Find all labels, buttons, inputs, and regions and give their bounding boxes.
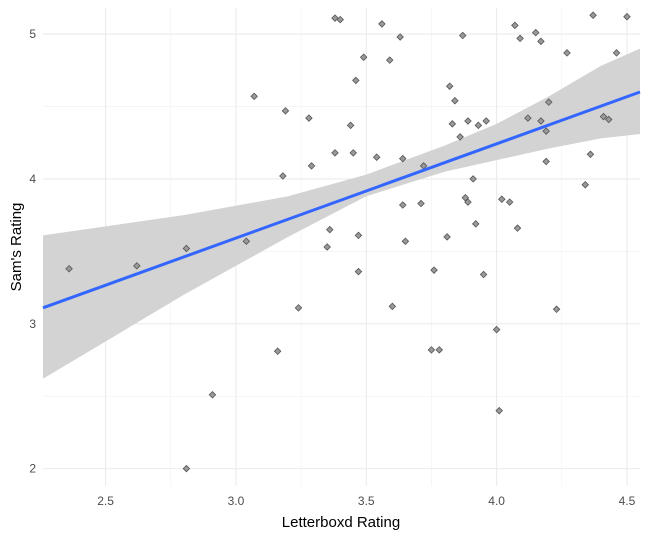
data-point [385, 56, 394, 64]
y-tick-label: 4 [29, 172, 36, 186]
data-point [586, 150, 595, 159]
x-tick-label: 2.5 [97, 494, 114, 508]
data-point [323, 243, 331, 251]
data-point [336, 15, 344, 24]
y-tick-label: 3 [29, 317, 36, 331]
data-point [354, 267, 363, 276]
data-point [623, 12, 631, 21]
data-point [505, 198, 514, 206]
data-point [581, 180, 590, 189]
data-point [352, 76, 360, 85]
data-point [474, 121, 483, 130]
confidence-band [43, 48, 640, 379]
data-point [331, 14, 339, 22]
data-point [612, 49, 621, 57]
data-point [378, 20, 386, 28]
data-point [456, 133, 464, 141]
data-point [331, 149, 339, 157]
y-axis-title: Sam's Rating [8, 203, 25, 292]
data-point [388, 302, 397, 311]
x-axis-title: Letterboxd Rating [282, 514, 400, 531]
data-point [281, 107, 290, 115]
data-point [451, 96, 459, 105]
data-point [537, 37, 545, 46]
data-point [542, 127, 550, 135]
data-point [65, 264, 73, 273]
trend-line [42, 90, 641, 310]
data-point [498, 195, 506, 203]
x-tick-label: 3.0 [228, 494, 245, 508]
data-point [305, 114, 313, 122]
data-point [479, 270, 488, 279]
data-point [524, 114, 532, 122]
data-point [511, 21, 519, 30]
data-point [604, 115, 613, 124]
data-point [443, 233, 451, 241]
data-point [273, 347, 282, 356]
data-point [552, 305, 561, 314]
data-point [563, 49, 571, 57]
data-points [65, 11, 631, 473]
x-tick-label: 4.0 [488, 494, 505, 508]
data-point [307, 162, 316, 170]
data-point [133, 262, 141, 270]
data-point [349, 149, 357, 157]
data-point [326, 225, 334, 234]
y-tick-label: 2 [29, 462, 36, 476]
data-point [435, 346, 444, 354]
data-point [430, 266, 438, 274]
data-point [448, 120, 457, 128]
major-grid [43, 8, 640, 486]
data-point [427, 346, 436, 354]
y-tick-label: 5 [29, 27, 36, 41]
data-point [471, 220, 480, 228]
data-point [513, 224, 522, 232]
data-point [417, 199, 425, 208]
data-point [458, 31, 467, 40]
data-point [492, 325, 501, 334]
data-point [544, 98, 553, 106]
data-point [482, 117, 490, 125]
data-point [531, 28, 540, 37]
data-point [182, 464, 191, 473]
data-point [279, 172, 287, 180]
data-point [396, 33, 404, 41]
data-point [495, 406, 503, 415]
data-point [398, 201, 407, 209]
data-point [208, 390, 217, 399]
data-point [589, 11, 597, 20]
data-point [599, 112, 608, 121]
data-point [401, 237, 410, 245]
data-point [445, 82, 454, 90]
data-point [464, 198, 472, 206]
x-axis-ticks: 2.5 3.0 3.5 4.0 4.5 [97, 494, 635, 508]
data-point [250, 92, 258, 101]
data-point [242, 237, 251, 245]
data-point [354, 231, 363, 240]
x-tick-label: 4.5 [619, 494, 636, 508]
y-axis-ticks: 2 3 4 5 [29, 27, 36, 476]
data-point [359, 53, 368, 62]
x-tick-label: 3.5 [358, 494, 375, 508]
data-point [464, 117, 472, 125]
data-point [469, 175, 477, 183]
data-point [182, 244, 191, 253]
data-point [372, 153, 381, 161]
data-point [294, 304, 303, 312]
data-point [398, 154, 407, 163]
data-point [516, 34, 524, 43]
data-point [346, 121, 355, 130]
data-point [537, 117, 545, 125]
data-point [542, 157, 550, 166]
